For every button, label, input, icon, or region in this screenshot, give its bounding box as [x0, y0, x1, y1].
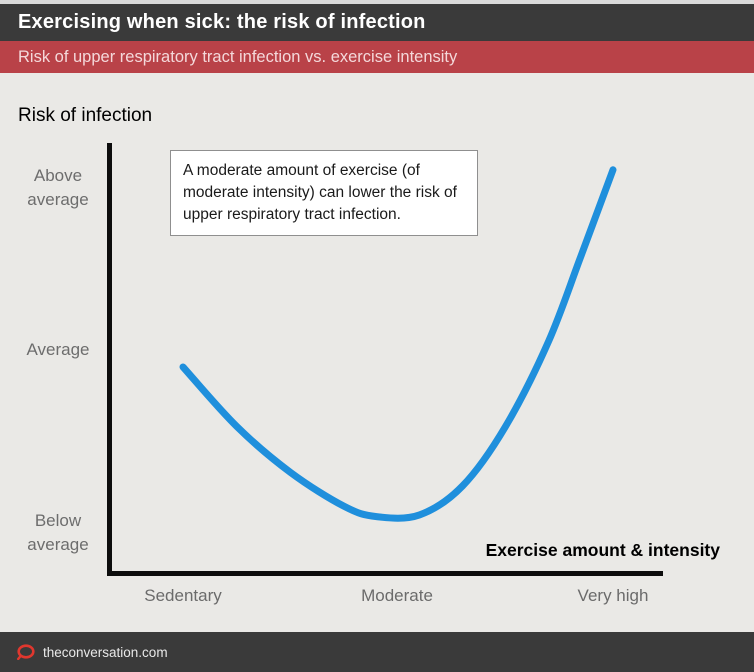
the-conversation-logo-icon [16, 644, 36, 660]
y-tick-below-average: Below average [27, 511, 89, 554]
footer-bar: theconversation.com [0, 632, 754, 672]
y-axis-line [107, 143, 112, 576]
x-axis-title: Exercise amount & intensity [485, 540, 720, 560]
top-border [0, 0, 754, 4]
x-tick-moderate: Moderate [361, 586, 433, 605]
y-tick-above-average: Above average [27, 166, 89, 209]
x-tick-sedentary: Sedentary [144, 586, 222, 605]
chart-title: Risk of infection [18, 105, 153, 126]
x-tick-very-high: Very high [577, 586, 649, 605]
annotation-text: A moderate amount of exercise (of modera… [183, 162, 457, 223]
y-tick-average: Average [26, 340, 90, 359]
chart-area: Risk of infection Above average Average … [0, 73, 754, 632]
page-title: Exercising when sick: the risk of infect… [18, 11, 426, 33]
x-axis-line [107, 571, 663, 576]
footer-site-text: theconversation.com [43, 644, 168, 660]
subtitle-bar: Risk of upper respiratory tract infectio… [0, 41, 754, 73]
annotation-box: A moderate amount of exercise (of modera… [170, 150, 478, 236]
header-bar: Exercising when sick: the risk of infect… [0, 4, 754, 41]
page-subtitle: Risk of upper respiratory tract infectio… [18, 47, 458, 66]
